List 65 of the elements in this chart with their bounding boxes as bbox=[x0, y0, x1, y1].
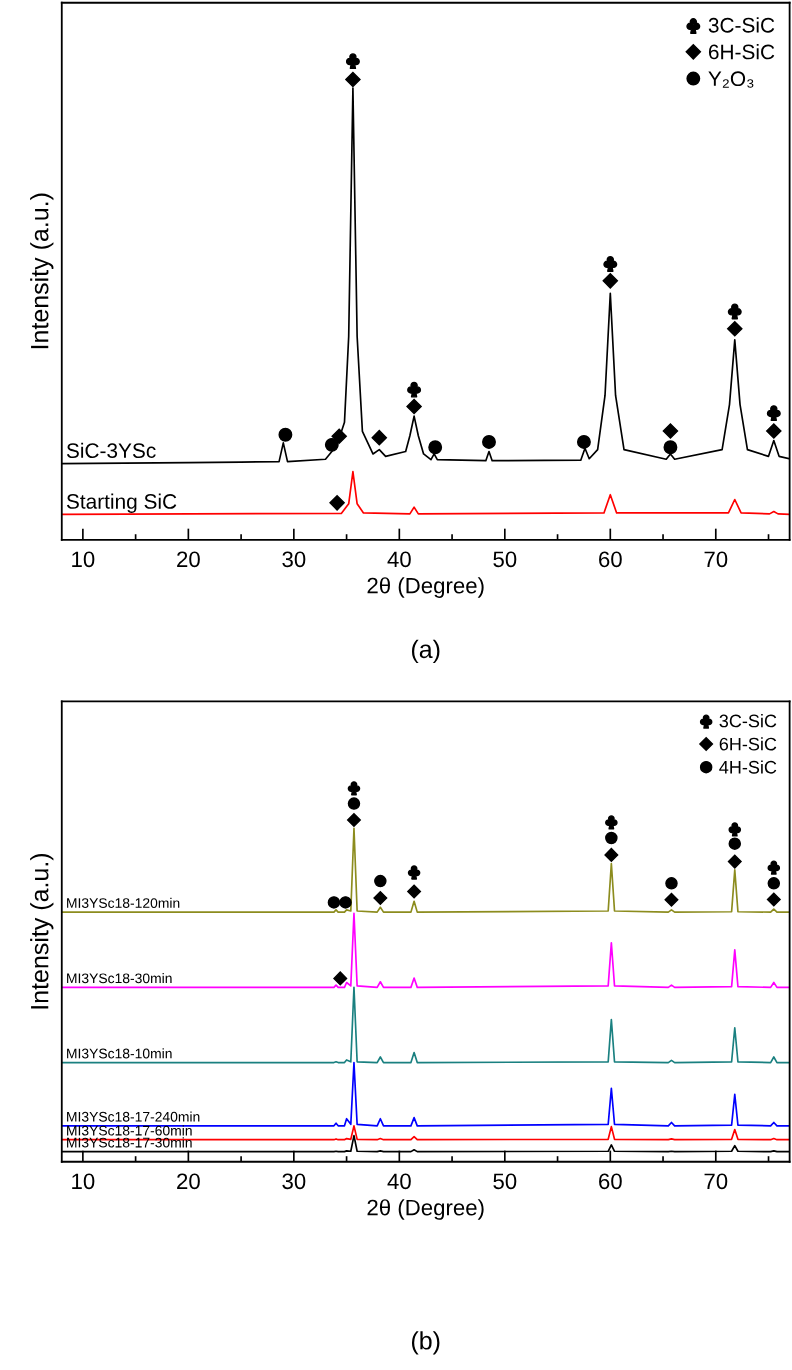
point bbox=[374, 874, 387, 888]
x-tick-label: 30 bbox=[282, 551, 306, 568]
point bbox=[407, 884, 422, 899]
legend-label: Y₂O₃ bbox=[708, 71, 754, 88]
series-label: MI3YSc18-17-60min bbox=[67, 1125, 192, 1136]
legend-label: 3C-SiC bbox=[719, 714, 777, 728]
point bbox=[766, 892, 781, 907]
legend-label: 6H-SiC bbox=[719, 737, 777, 751]
x-tick-label: 40 bbox=[387, 1173, 411, 1190]
point bbox=[373, 890, 388, 905]
point bbox=[345, 71, 361, 88]
x-tick-label: 40 bbox=[387, 551, 411, 568]
x-tick-label: 50 bbox=[493, 1173, 517, 1190]
point bbox=[428, 440, 443, 455]
series-label: MI3YSc18-10min bbox=[67, 1048, 172, 1059]
x-tick-label: 10 bbox=[72, 551, 95, 568]
text: (a) bbox=[411, 639, 440, 664]
legend-label: 4H-SiC bbox=[719, 760, 777, 774]
point bbox=[728, 837, 742, 850]
x-axis-title: 2θ (Degree) bbox=[367, 577, 484, 598]
point bbox=[329, 495, 345, 511]
x-tick-label: 30 bbox=[282, 1173, 306, 1190]
series-label: MI3YSc18-120min bbox=[67, 897, 180, 909]
point bbox=[346, 813, 361, 828]
point bbox=[324, 437, 339, 452]
series-label: Starting SiC bbox=[66, 493, 177, 513]
point bbox=[766, 423, 782, 439]
point bbox=[662, 423, 679, 439]
x-tick-label: 60 bbox=[599, 1173, 622, 1190]
series-label: MI3YSc18-17-30min bbox=[67, 1137, 192, 1148]
point bbox=[406, 398, 422, 415]
series-label: MI3YSc18-30min bbox=[67, 973, 172, 984]
point bbox=[727, 321, 743, 337]
point bbox=[339, 896, 352, 909]
point bbox=[665, 877, 678, 890]
point bbox=[727, 854, 742, 869]
point bbox=[331, 428, 347, 444]
legend-label: 6H-SiC bbox=[708, 44, 775, 60]
x-tick-label: 70 bbox=[704, 551, 728, 568]
point bbox=[333, 971, 348, 986]
point bbox=[576, 435, 591, 449]
x-tick-label: 20 bbox=[177, 551, 200, 568]
point bbox=[482, 435, 496, 449]
point bbox=[604, 847, 619, 862]
point bbox=[278, 427, 293, 442]
x-tick-label: 20 bbox=[177, 1173, 200, 1190]
point bbox=[663, 440, 678, 455]
point bbox=[371, 429, 388, 446]
legend-label: 3C-SiC bbox=[708, 17, 775, 33]
series-label: SiC-3YSc bbox=[66, 442, 156, 459]
point bbox=[605, 831, 618, 845]
y-axis-title: Intensity (a.u.) bbox=[30, 853, 54, 1009]
x-tick-label: 10 bbox=[72, 1173, 95, 1190]
point bbox=[602, 273, 619, 289]
x-tick-label: 70 bbox=[704, 1173, 728, 1190]
x-axis-title: 2θ (Degree) bbox=[367, 1199, 484, 1220]
point bbox=[664, 892, 679, 907]
x-tick-label: 60 bbox=[599, 551, 622, 568]
point bbox=[347, 797, 361, 810]
point bbox=[767, 877, 781, 890]
text: (b) bbox=[411, 1331, 440, 1355]
y-axis-title: Intensity (a.u.) bbox=[30, 193, 54, 349]
point bbox=[327, 896, 341, 909]
series-label: MI3YSc18-17-240min bbox=[67, 1111, 200, 1122]
x-tick-label: 50 bbox=[493, 551, 517, 568]
